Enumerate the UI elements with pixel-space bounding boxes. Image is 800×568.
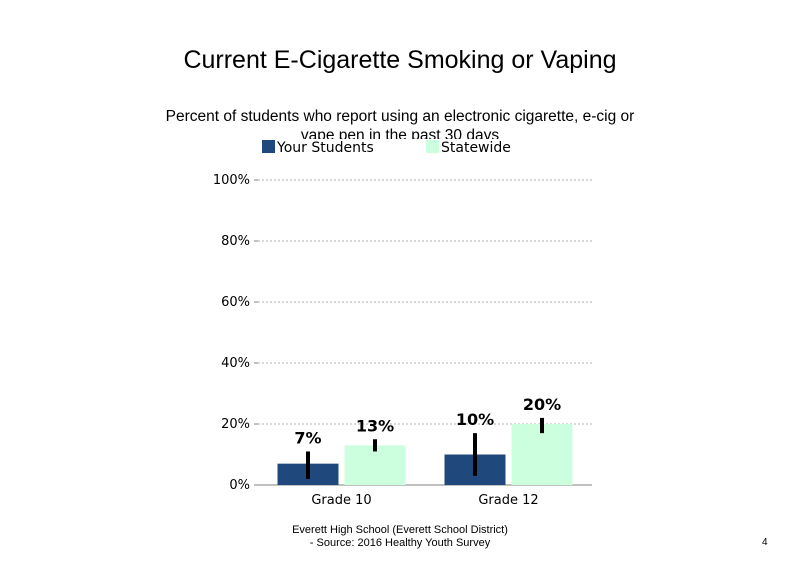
y-tick-label: 0% [229,478,250,493]
bar [344,445,406,485]
data-label: 13% [356,416,394,435]
y-tick-label: 40% [221,356,250,371]
data-label: 20% [523,395,561,414]
x-tick-label: Grade 12 [478,493,538,508]
legend-item-statewide: Statewide [426,140,511,156]
legend-item-your-students: Your Students [262,140,374,156]
chart-subtitle: Percent of students who report using an … [165,108,635,139]
legend-label-your-students: Your Students [277,140,374,156]
data-label: 10% [456,410,494,429]
y-tick-label: 100% [213,173,250,188]
bar [511,424,573,485]
legend-swatch-statewide [426,140,439,153]
footer-school: Everett High School (Everett School Dist… [292,524,508,536]
y-tick-label: 80% [221,234,250,249]
page-number: 4 [762,537,768,548]
legend-label-statewide: Statewide [441,140,511,156]
chart-title: Current E-Cigarette Smoking or Vaping [183,46,617,74]
legend-swatch-your-students [262,140,275,153]
footer-source: - Source: 2016 Healthy Youth Survey [309,537,491,549]
x-tick-label: Grade 10 [311,493,371,508]
data-label: 7% [294,428,321,447]
y-tick-label: 20% [221,417,250,432]
footer: Everett High School (Everett School Dist… [200,524,600,550]
y-tick-label: 60% [221,295,250,310]
